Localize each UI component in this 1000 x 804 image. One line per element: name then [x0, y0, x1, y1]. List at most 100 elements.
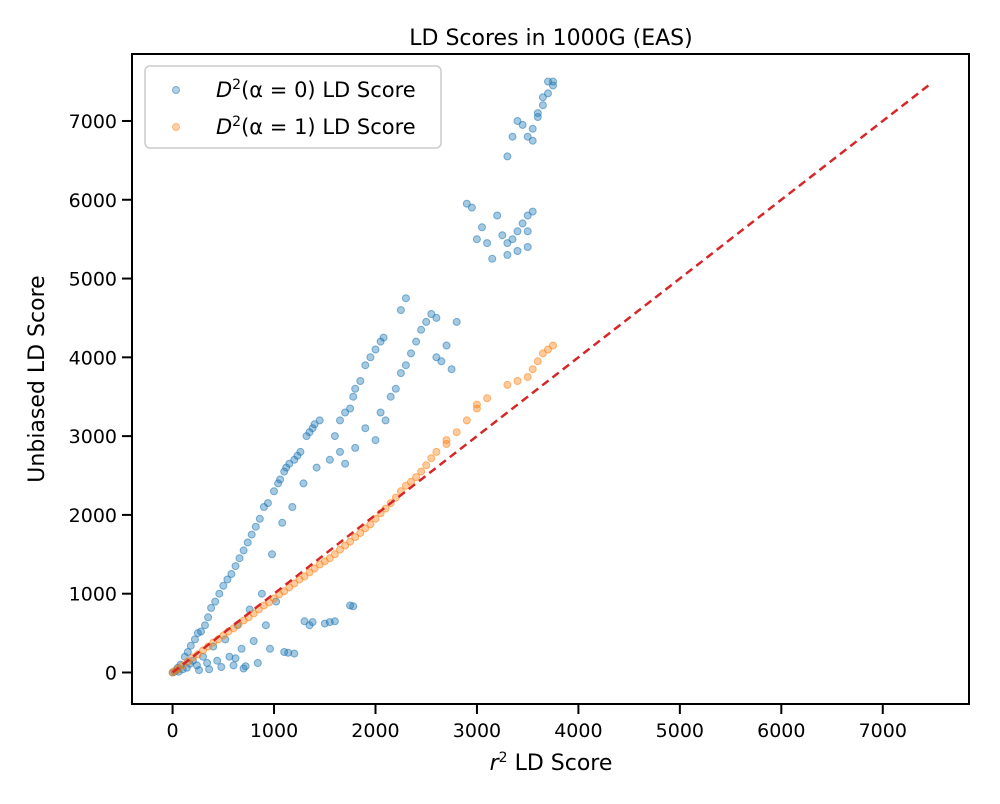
series-0-point-89: [346, 404, 355, 413]
series-1-point-38: [356, 529, 365, 537]
series-1-point-25: [290, 579, 299, 588]
series-0-point-29: [219, 581, 228, 590]
series-0-point-98: [325, 455, 334, 464]
series-1-point-40: [366, 520, 375, 529]
series-0-point-119: [437, 357, 446, 366]
series-1-point-56: [462, 416, 471, 425]
series-1-point-67: [472, 400, 481, 409]
reference-line-layer: [171, 84, 930, 674]
series-1-point-51: [422, 461, 431, 470]
reference-line: [171, 84, 930, 674]
series-0-point-101: [351, 443, 360, 452]
series-1-point-50: [417, 467, 426, 476]
series-1-point-62: [528, 365, 537, 374]
series-0-point-72: [315, 416, 324, 425]
series-0-point-84: [239, 664, 248, 673]
series-1-point-29: [310, 564, 319, 573]
series-0-point-103: [371, 436, 380, 445]
series-0-point-14: [192, 661, 201, 670]
x-axis: 0 1000 2000 3000 4000 5000 6000 7000: [167, 704, 907, 742]
series-0-point-75: [308, 618, 317, 627]
series-0-point-100: [341, 459, 350, 468]
series-1-point-53: [432, 447, 441, 456]
series-0-point-43: [247, 530, 256, 539]
y-tick-label-2: 2000: [69, 505, 117, 527]
series-0-point-22: [205, 665, 214, 674]
series-1-point-48: [407, 477, 415, 486]
series-1-point-36: [346, 537, 355, 546]
series-1-point-59: [503, 380, 512, 389]
series-0-point-139: [503, 250, 512, 259]
series-1-point-47: [401, 481, 410, 490]
series-0-point-51: [263, 499, 272, 508]
series-0-point-95: [371, 345, 380, 354]
series-0-point-146: [528, 124, 537, 133]
y-tick-label-1: 1000: [69, 584, 117, 606]
x-tick-label-4: 4000: [554, 720, 602, 742]
series-0-point-71: [312, 463, 321, 472]
series-0-point-80: [349, 602, 358, 611]
series-0-point-148: [538, 101, 547, 110]
series-0-point-154: [528, 136, 537, 145]
series-1-point-61: [523, 373, 532, 381]
series-0-point-33: [227, 570, 236, 578]
series-0-point-153: [533, 113, 542, 121]
series-0-point-113: [422, 317, 431, 326]
legend-marker-alpha1: [172, 123, 180, 131]
series-0-point-144: [518, 120, 527, 129]
x-axis-label-text: LD Score: [508, 751, 613, 776]
series-0-point-111: [412, 337, 421, 346]
series-0-point-52: [266, 644, 274, 653]
legend: D2(α = 0) LD Score D2(α = 1) LD Score: [144, 65, 442, 149]
series-0-point-13: [190, 635, 199, 644]
series-1-point-52: [427, 454, 436, 463]
series-0-point-44: [249, 637, 258, 645]
series-0-point-86: [330, 432, 339, 441]
series-0-point-9: [183, 648, 192, 656]
series-0-point-50: [261, 621, 270, 630]
series-0-point-45: [251, 522, 260, 531]
legend-label-alpha0: D2(α = 0) LD Score: [216, 77, 416, 102]
series-0-point-31: [223, 575, 232, 584]
plot-frame: [131, 53, 970, 705]
series-0-point-102: [361, 424, 370, 433]
series-0-point-17: [197, 627, 205, 636]
series-0-point-142: [508, 132, 517, 141]
series-0-point-133: [513, 227, 522, 236]
series-0-point-116: [396, 306, 405, 315]
series-0-point-104: [376, 408, 385, 417]
series-0-point-115: [432, 313, 441, 322]
legend-marker-alpha0: [172, 86, 180, 94]
series-0-point-62: [288, 503, 297, 511]
series-0-point-78: [330, 617, 339, 626]
series-0-point-38: [237, 644, 246, 653]
series-1-point-60: [513, 377, 522, 385]
y-tick-label-7: 7000: [69, 111, 117, 133]
series-0-point-26: [213, 656, 222, 665]
series-0-point-32: [225, 652, 234, 661]
y-tick-label-6: 6000: [69, 190, 117, 212]
series-0-point-108: [396, 369, 405, 378]
series-0-point-94: [366, 353, 375, 362]
series-1-point-33: [330, 550, 339, 559]
series-0-point-105: [381, 416, 390, 425]
series-0-point-112: [417, 325, 426, 334]
series-0-point-137: [523, 243, 532, 251]
scatter-layer: [168, 77, 557, 677]
series-0-point-90: [349, 392, 358, 401]
x-tick-label-3: 3000: [453, 720, 501, 742]
series-1-point-66: [549, 341, 557, 350]
series-0-point-140: [523, 227, 532, 236]
series-0-point-59: [280, 467, 289, 476]
series-0-point-132: [508, 235, 517, 244]
series-0-point-99: [336, 447, 344, 456]
y-tick-label-0: 0: [105, 662, 117, 684]
series-0-point-35: [231, 562, 240, 571]
series-0-point-110: [407, 349, 415, 358]
series-0-point-16: [195, 666, 203, 675]
series-0-point-127: [488, 254, 497, 263]
series-0-point-122: [447, 365, 456, 374]
series-0-point-54: [270, 487, 278, 496]
y-tick-label-5: 5000: [69, 269, 117, 291]
